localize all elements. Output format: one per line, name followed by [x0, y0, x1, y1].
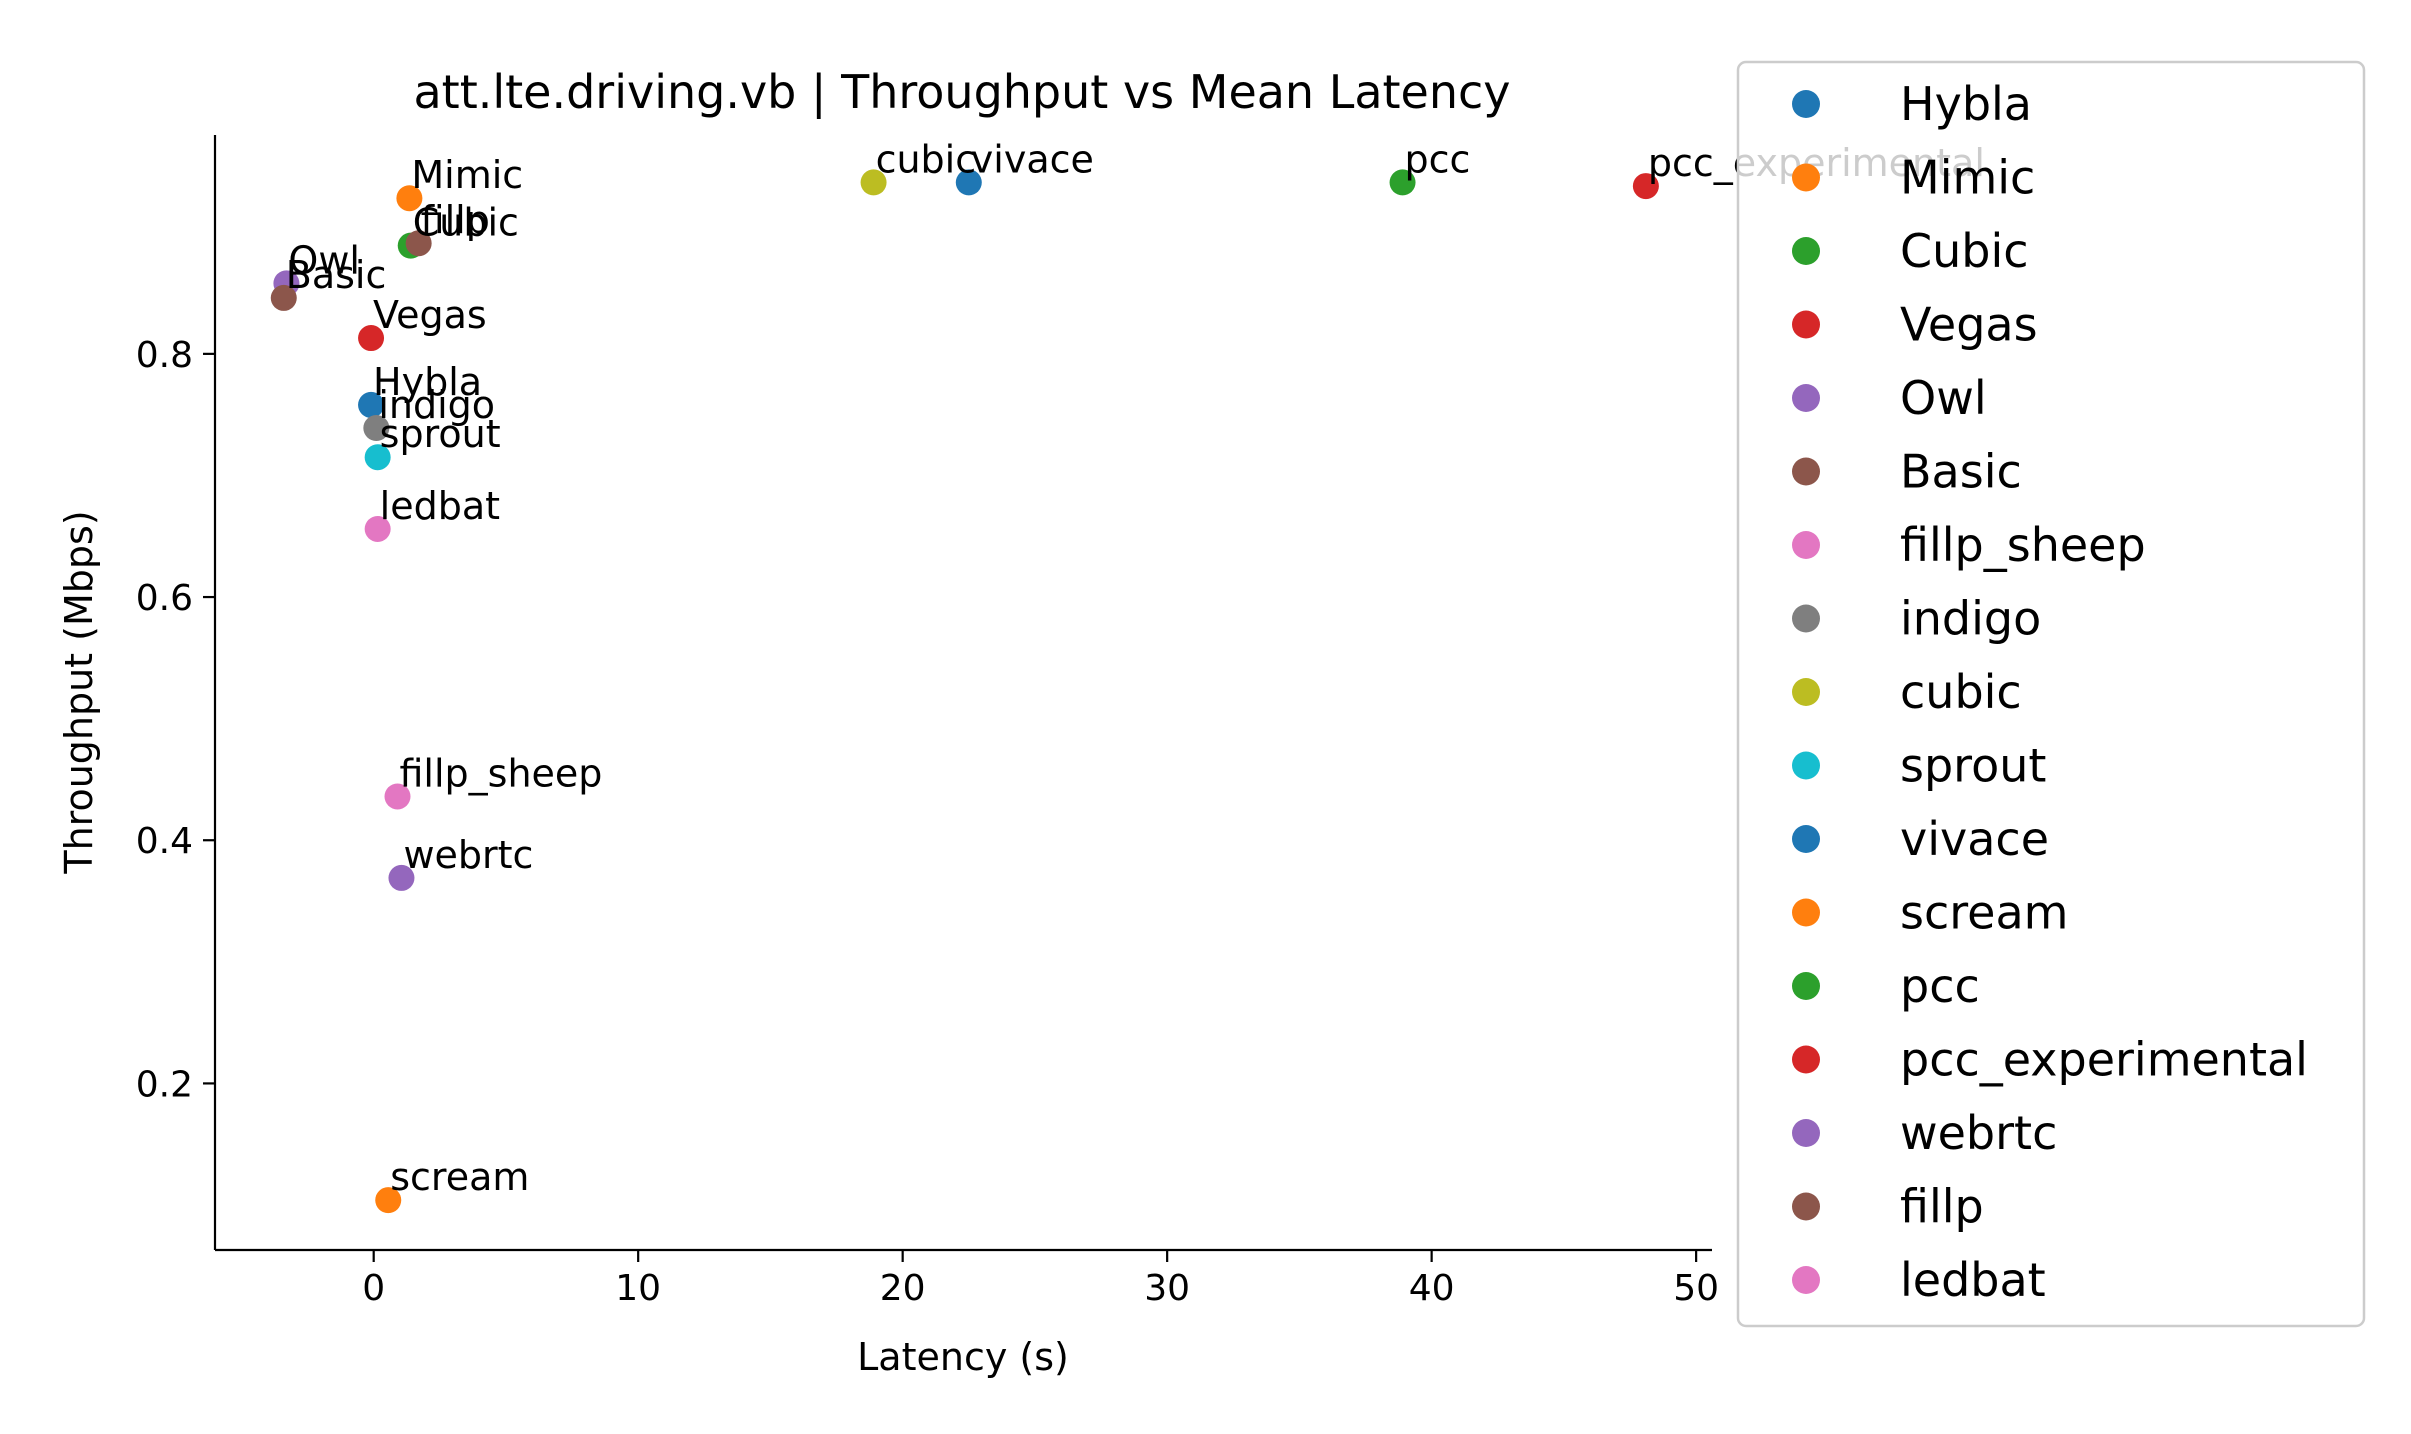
- data-point-Mimic: [396, 185, 423, 212]
- point-label-pcc: pcc: [1405, 137, 1471, 181]
- legend-marker-indigo: [1792, 604, 1820, 633]
- data-point-pcc_experimental: [1632, 173, 1659, 200]
- chart-title: att.lte.driving.vb | Throughput vs Mean …: [413, 65, 1510, 120]
- legend-marker-fillp_sheep: [1792, 531, 1820, 559]
- data-point-sprout: [364, 444, 391, 471]
- point-label-vivace: vivace: [971, 137, 1094, 181]
- legend-label-Basic: Basic: [1900, 445, 2022, 499]
- legend-label-Vegas: Vegas: [1900, 298, 2038, 352]
- data-point-Vegas: [358, 325, 385, 352]
- legend-label-ledbat: ledbat: [1900, 1253, 2046, 1307]
- legend-label-indigo: indigo: [1900, 592, 2041, 646]
- legend-marker-Cubic: [1792, 237, 1820, 265]
- legend-box: [1736, 60, 2366, 1328]
- point-label-Cubic: Cubic: [413, 201, 519, 245]
- legend-label-cubic: cubic: [1900, 665, 2022, 719]
- legend-marker-Basic: [1792, 457, 1820, 486]
- point-label-fillp: fillp: [421, 198, 490, 242]
- x-tick-label: 40: [1409, 1268, 1455, 1309]
- data-point-vivace: [955, 169, 982, 196]
- data-point-Hybla: [358, 391, 385, 418]
- point-label-cubic: cubic: [876, 137, 977, 181]
- point-label-Hybla: Hybla: [373, 360, 482, 404]
- point-label-Vegas: Vegas: [373, 293, 487, 337]
- data-points: [270, 169, 1659, 1214]
- y-tick-label: 0.8: [136, 335, 193, 376]
- data-point-webrtc: [388, 864, 415, 891]
- legend-label-pcc: pcc: [1900, 959, 1980, 1013]
- y-tick-label: 0.4: [136, 821, 193, 862]
- legend-marker-Owl: [1792, 384, 1820, 412]
- data-point-pcc: [1389, 169, 1416, 196]
- legend-marker-webrtc: [1792, 1119, 1820, 1147]
- point-label-Basic: Basic: [286, 253, 387, 297]
- x-axis-title: Latency (s): [857, 1335, 1069, 1379]
- point-label-ledbat: ledbat: [380, 484, 500, 528]
- y-tick-label: 0.2: [136, 1064, 193, 1105]
- legend: Hybla Mimic Cubic Vegas Owl Basic fillp_sheepi…: [1736, 60, 2366, 1328]
- point-label-fillp_sheep: fillp_sheep: [399, 751, 602, 795]
- legend-marker-cubic: [1792, 678, 1820, 706]
- legend-label-scream: scream: [1900, 886, 2068, 940]
- data-point-ledbat: [364, 515, 391, 542]
- data-point-fillp_sheep: [384, 783, 411, 810]
- legend-marker-Vegas: [1792, 310, 1820, 339]
- x-tick-label: 10: [615, 1268, 661, 1309]
- legend-marker-pcc: [1792, 972, 1820, 1000]
- legend-label-vivace: vivace: [1900, 812, 2049, 866]
- x-tick-label: 0: [362, 1268, 385, 1309]
- legend-marker-ledbat: [1792, 1266, 1820, 1294]
- legend-marker-pcc_experimental: [1792, 1045, 1820, 1074]
- data-point-scream: [375, 1187, 402, 1214]
- legend-label-pcc_experimental: pcc_experimental: [1900, 1033, 2308, 1087]
- point-label-Owl: Owl: [288, 238, 360, 282]
- point-labels: HyblaMimicCubicVegasOwlBasicfillp_sheepi…: [286, 137, 1985, 1199]
- legend-label-fillp: fillp: [1900, 1180, 1984, 1234]
- legend-marker-sprout: [1792, 751, 1820, 780]
- x-tick-label: 20: [880, 1268, 926, 1309]
- point-label-sprout: sprout: [380, 412, 501, 456]
- point-label-Mimic: Mimic: [411, 153, 523, 197]
- legend-label-Cubic: Cubic: [1900, 224, 2029, 278]
- legend-marker-Mimic: [1792, 163, 1820, 192]
- legend-label-Owl: Owl: [1900, 371, 1987, 425]
- data-point-fillp: [405, 230, 432, 257]
- x-tick-label: 30: [1144, 1268, 1190, 1309]
- point-label-scream: scream: [390, 1155, 529, 1199]
- point-label-webrtc: webrtc: [403, 833, 533, 877]
- y-ticks: 0.2 0.4 0.6 0.8: [136, 335, 215, 1105]
- y-tick-label: 0.6: [136, 578, 193, 619]
- legend-label-Hybla: Hybla: [1900, 77, 2032, 131]
- legend-marker-fillp: [1792, 1192, 1820, 1221]
- y-axis-title: Throughput (Mbps): [57, 510, 101, 874]
- data-point-indigo: [363, 415, 390, 442]
- x-tick-label: 50: [1673, 1268, 1719, 1309]
- legend-marker-scream: [1792, 898, 1820, 927]
- legend-label-webrtc: webrtc: [1900, 1106, 2057, 1160]
- legend-label-Mimic: Mimic: [1900, 151, 2035, 205]
- point-label-indigo: indigo: [378, 383, 495, 427]
- legend-label-fillp_sheep: fillp_sheep: [1900, 518, 2146, 572]
- data-point-cubic: [860, 169, 887, 196]
- legend-marker-vivace: [1792, 825, 1820, 853]
- x-ticks: 0 10 20 30 40 50: [362, 1250, 1719, 1309]
- legend-marker-Hybla: [1792, 90, 1820, 118]
- data-point-Basic: [270, 284, 297, 311]
- legend-label-sprout: sprout: [1900, 739, 2046, 793]
